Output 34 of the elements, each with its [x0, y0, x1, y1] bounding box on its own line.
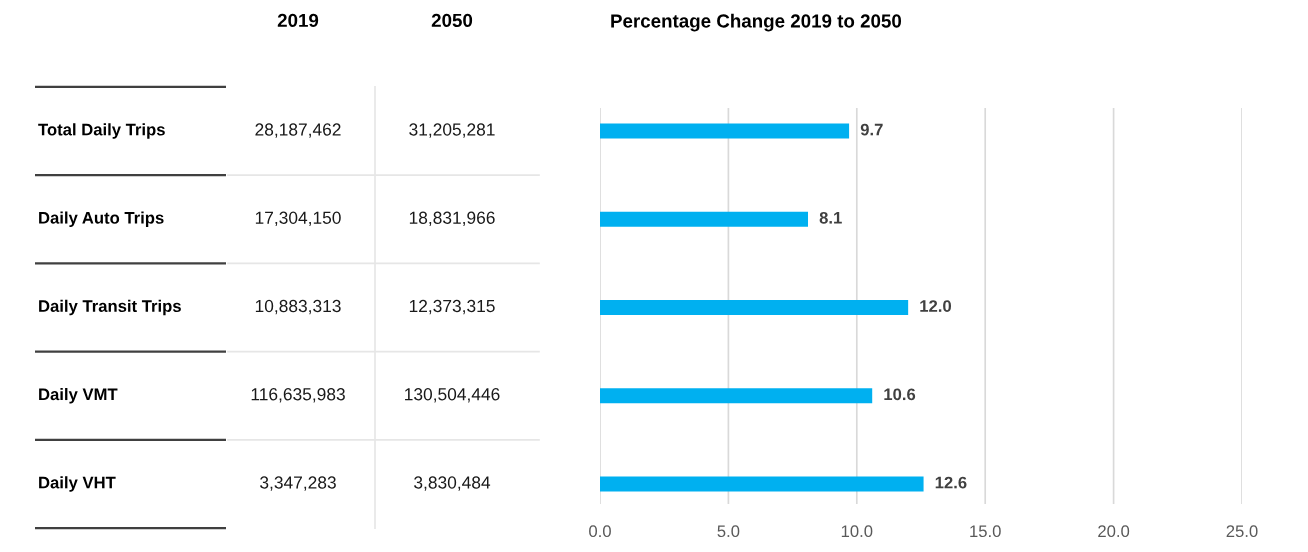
- bar: [600, 388, 873, 404]
- data-label: 3,830,484: [414, 476, 491, 491]
- data-label: 10,883,313: [255, 299, 341, 315]
- data-label: 12.6: [935, 476, 967, 489]
- data-label: 130,504,446: [405, 388, 500, 403]
- data-label: 10.6: [884, 388, 916, 401]
- data-label: 17,304,150: [255, 211, 341, 226]
- bar: [600, 300, 909, 315]
- data-label: 116,635,983: [251, 388, 345, 403]
- data-label: 18,831,966: [409, 211, 495, 226]
- data-label: 8.1: [819, 211, 842, 224]
- data-label: 12.0: [920, 300, 952, 312]
- x-tick-label: 10.0: [841, 525, 873, 538]
- text: 2050: [431, 13, 473, 28]
- data-label: 31,205,281: [409, 123, 495, 138]
- category-label: Daily Auto Trips: [39, 211, 164, 228]
- data-label: 3,347,283: [260, 476, 336, 491]
- x-tick-label: 15.0: [970, 525, 1001, 538]
- bar: [600, 211, 809, 227]
- category-label: Daily Transit Trips: [39, 299, 181, 316]
- text: 2019: [277, 13, 319, 28]
- bar: [600, 476, 924, 492]
- bar: [600, 123, 850, 139]
- category-label: Total Daily Trips: [38, 123, 165, 139]
- x-tick-label: 0.0: [589, 525, 611, 538]
- category-label: Daily VMT: [39, 387, 118, 404]
- x-tick-label: 5.0: [717, 525, 740, 538]
- chart-title: Percentage Change 2019 to 2050: [611, 13, 902, 32]
- x-tick-label: 20.0: [1098, 525, 1130, 538]
- category-label: Daily VHT: [39, 476, 116, 492]
- x-tick-label: 25.0: [1226, 525, 1258, 538]
- data-label: 12,373,315: [409, 299, 495, 315]
- data-label: 28,187,462: [255, 123, 341, 138]
- data-label: 9.7: [860, 123, 883, 136]
